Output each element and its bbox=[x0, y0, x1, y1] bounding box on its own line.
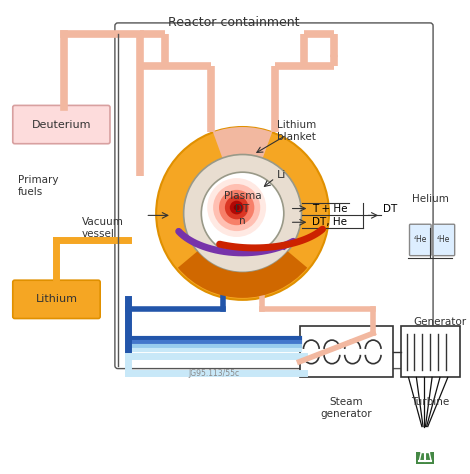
Text: Deuterium: Deuterium bbox=[31, 119, 91, 129]
Text: Plasma
DT
n: Plasma DT n bbox=[224, 191, 261, 226]
Text: DT, He: DT, He bbox=[312, 217, 347, 227]
Circle shape bbox=[234, 205, 240, 210]
Circle shape bbox=[156, 127, 329, 300]
Bar bbox=[299, 327, 393, 377]
Bar bbox=[400, 327, 460, 377]
FancyBboxPatch shape bbox=[13, 280, 100, 319]
Wedge shape bbox=[178, 251, 307, 298]
Circle shape bbox=[184, 155, 301, 273]
Text: ⁴He: ⁴He bbox=[437, 236, 451, 245]
Text: Generator: Generator bbox=[414, 317, 467, 327]
Text: Primary
fuels: Primary fuels bbox=[18, 175, 58, 197]
Text: ⁴He: ⁴He bbox=[414, 236, 427, 245]
Circle shape bbox=[230, 201, 243, 214]
Circle shape bbox=[225, 196, 249, 219]
Text: Steam
generator: Steam generator bbox=[321, 397, 372, 419]
Text: T + He: T + He bbox=[312, 203, 348, 213]
Text: JG95.113/55c: JG95.113/55c bbox=[188, 369, 240, 378]
Circle shape bbox=[219, 190, 254, 225]
Circle shape bbox=[207, 178, 266, 237]
FancyBboxPatch shape bbox=[409, 224, 431, 255]
Bar bbox=[416, 452, 434, 464]
Circle shape bbox=[201, 172, 284, 255]
Text: Lithium: Lithium bbox=[35, 294, 78, 304]
Text: Turbine: Turbine bbox=[411, 397, 449, 407]
Circle shape bbox=[213, 184, 260, 231]
Wedge shape bbox=[213, 127, 272, 213]
Text: Helium: Helium bbox=[413, 194, 449, 204]
Text: Reactor containment: Reactor containment bbox=[168, 16, 299, 29]
Text: Li: Li bbox=[277, 170, 286, 180]
Text: Lithium
blanket: Lithium blanket bbox=[277, 120, 316, 142]
Text: DT: DT bbox=[383, 203, 397, 213]
FancyBboxPatch shape bbox=[433, 224, 454, 255]
Text: Vacuum
vessel: Vacuum vessel bbox=[81, 217, 124, 239]
FancyBboxPatch shape bbox=[13, 105, 110, 144]
